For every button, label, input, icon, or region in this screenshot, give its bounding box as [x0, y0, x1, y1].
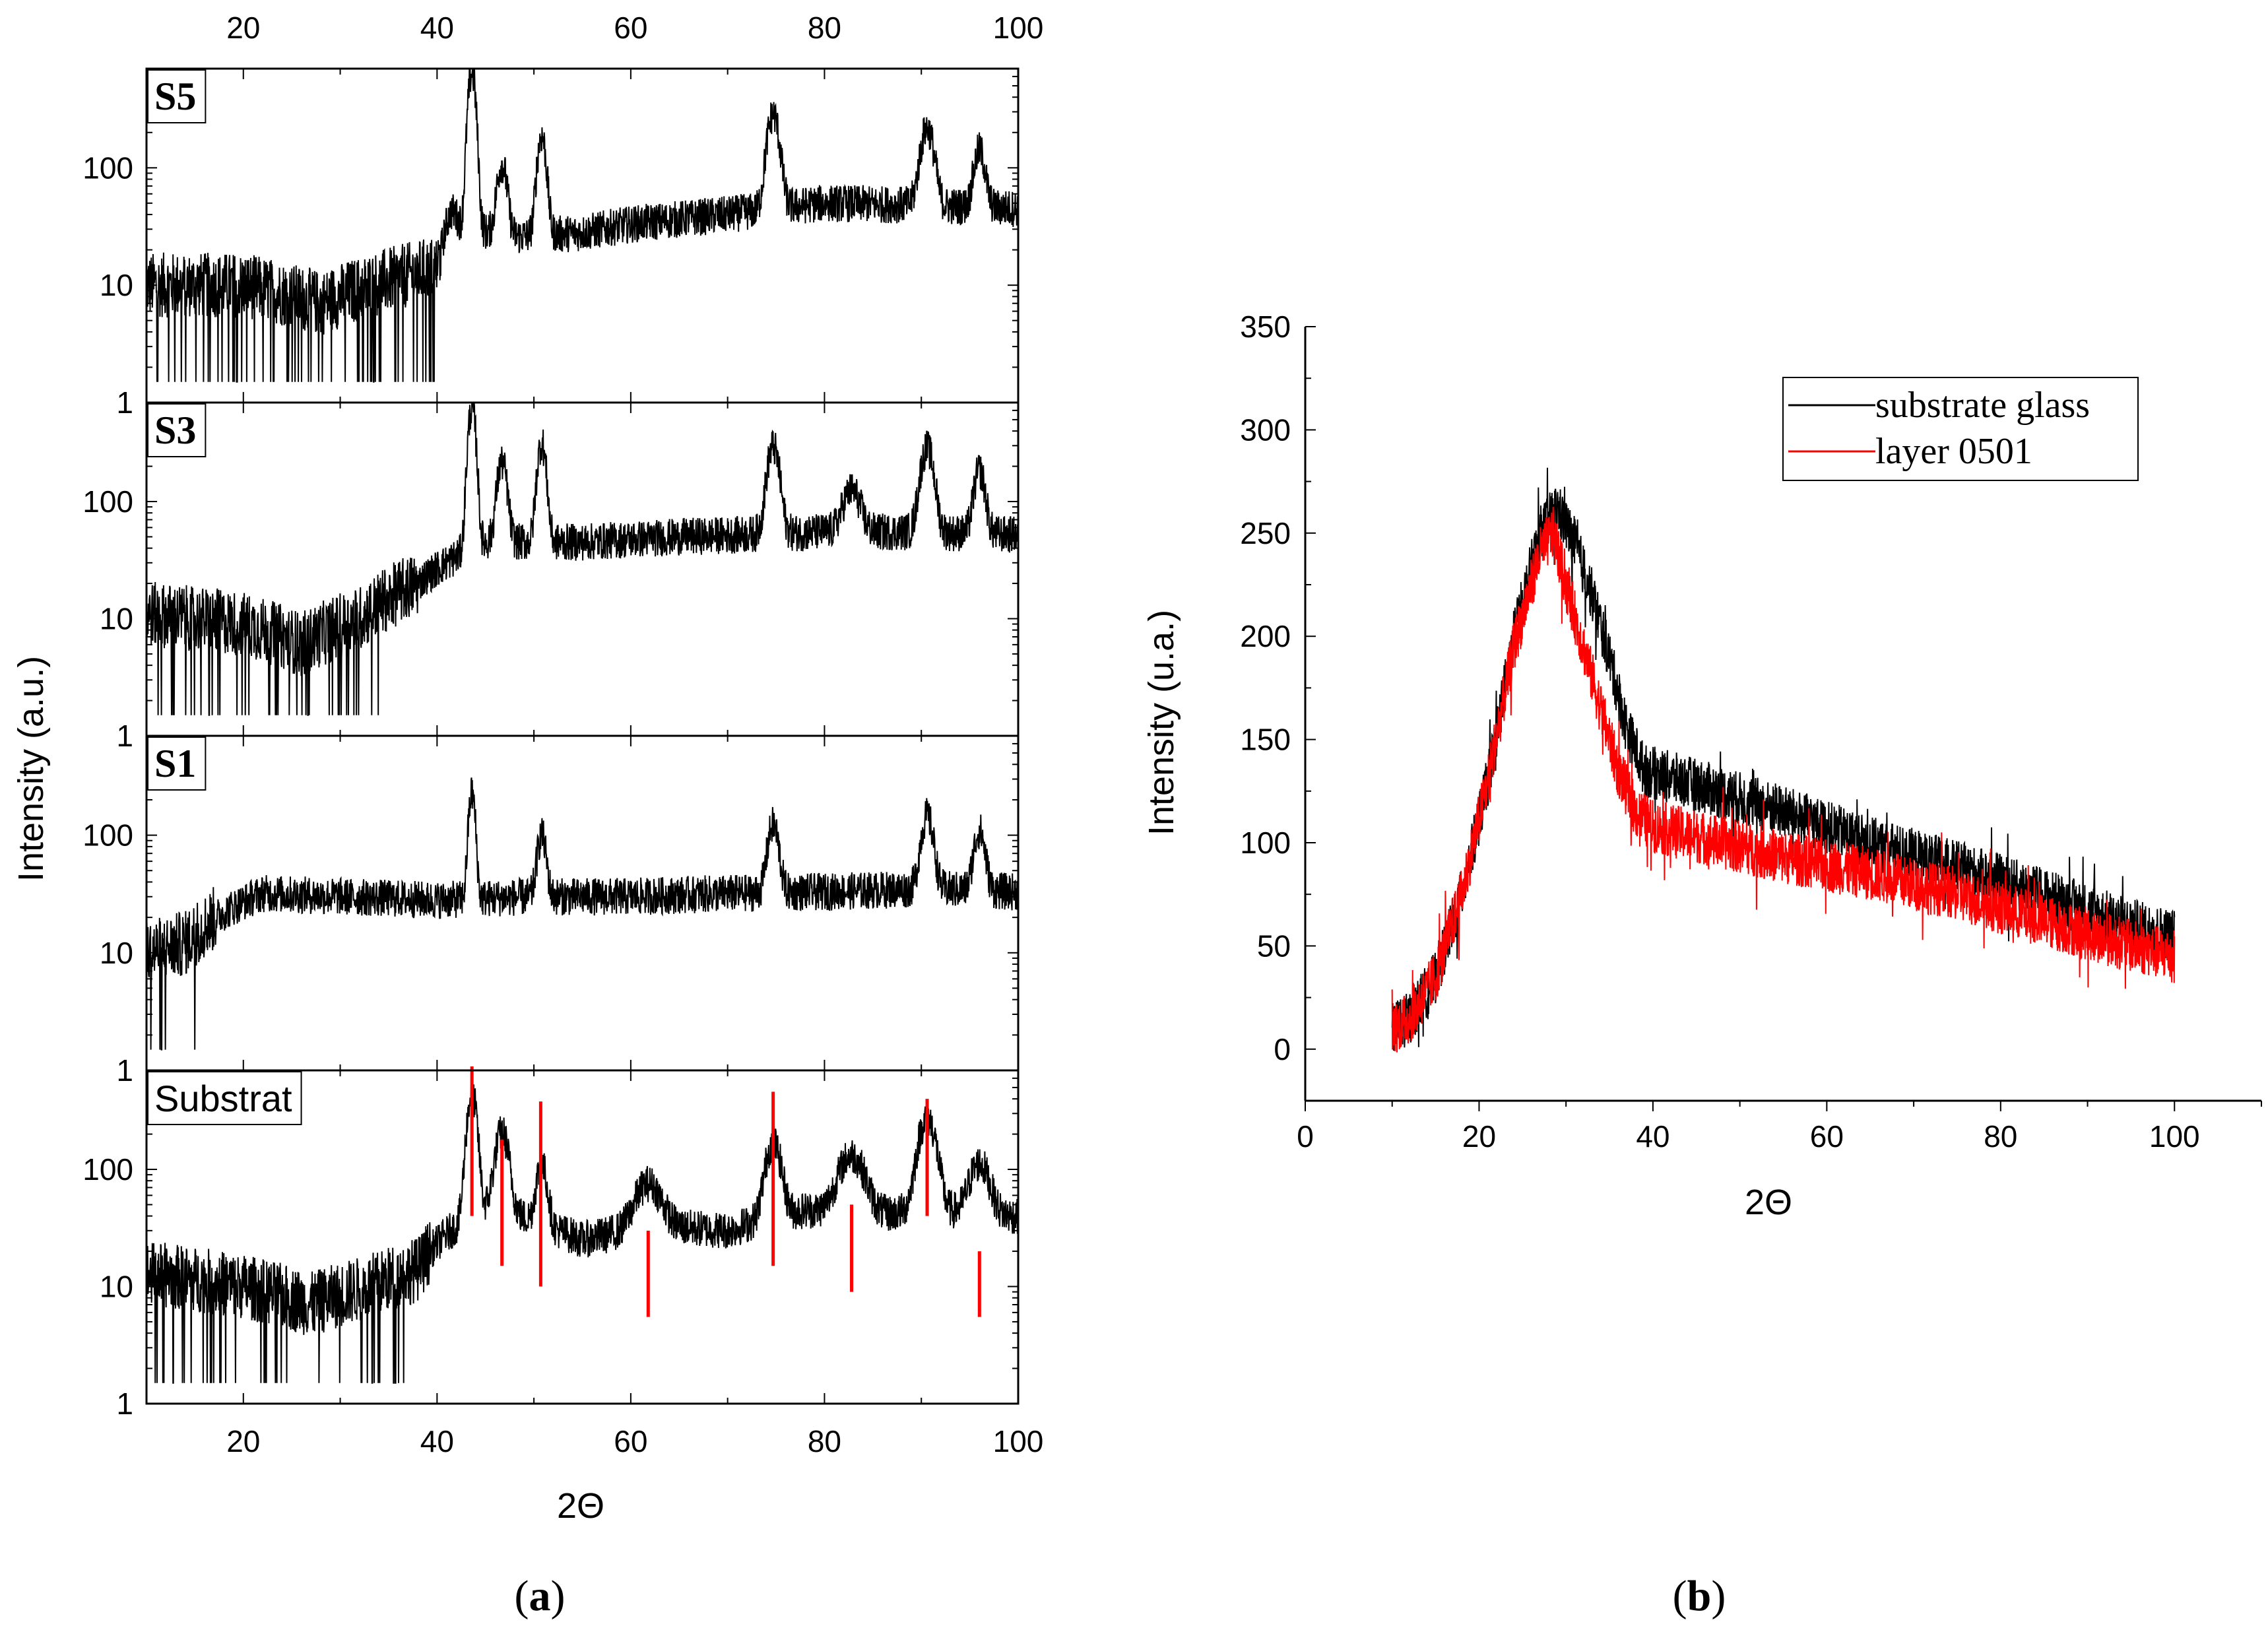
caption-a: (a)	[515, 1572, 566, 1620]
chart-b-ytick-label: 50	[1257, 929, 1291, 963]
chart-b-xtick-label: 60	[1810, 1119, 1844, 1154]
chart-b-xtick-label: 100	[2149, 1119, 2200, 1154]
chart-a-reference-lines	[470, 1066, 981, 1317]
chart-b-ytick-label: 0	[1274, 1032, 1291, 1066]
chart-a: 1 10 100 1 10 100 1 10 100 1 10 100 20 40 60 80 100 20 40 6…	[11, 11, 1043, 1620]
chart-b-ytick-label: 100	[1240, 826, 1291, 860]
chart-b-tick-labels: 0 50 100 150 200 250 300 350 0 20 40 60 80 100	[1240, 310, 2199, 1154]
chart-b-legend-label-0: substrate glass	[1875, 385, 2090, 426]
chart-b-ytick-label: 150	[1240, 723, 1291, 757]
chart-a-ytick-label: 100	[82, 150, 133, 185]
chart-a-tick-labels: 1 10 100 1 10 100 1 10 100 1 10 100 20 40 60 80 100 20 40 6…	[82, 11, 1043, 1458]
chart-a-ytick-label: 1	[116, 719, 133, 753]
chart-b-xtick-label: 40	[1636, 1119, 1669, 1154]
chart-b-axes	[1304, 326, 2262, 1111]
chart-b-xtick-label: 0	[1297, 1119, 1314, 1154]
chart-a-top-xtick-label: 80	[808, 11, 841, 45]
chart-a-xtick-label: 40	[420, 1424, 454, 1458]
chart-a-frames	[145, 67, 1020, 1405]
chart-a-panel-label-0: S5	[154, 75, 196, 118]
chart-a-ytick-label: 100	[82, 818, 133, 853]
chart-a-traces	[146, 68, 1019, 1384]
chart-a-ytick-label: 10	[100, 268, 133, 302]
chart-a-ytick-label: 100	[82, 484, 133, 519]
chart-b-ytick-label: 200	[1240, 619, 1291, 653]
chart-a-top-xtick-label: 100	[993, 11, 1044, 45]
chart-a-x-axis-title: 2Θ	[557, 1486, 604, 1526]
chart-a-series-3	[146, 1078, 1019, 1384]
chart-a-panel-label-3: Substrat	[154, 1078, 292, 1119]
chart-a-ytick-label: 100	[82, 1152, 133, 1187]
chart-b-ytick-label: 250	[1240, 516, 1291, 550]
chart-a-xtick-label: 20	[226, 1424, 260, 1458]
chart-b-xtick-label: 20	[1462, 1119, 1496, 1154]
chart-a-xtick-label: 60	[614, 1424, 647, 1458]
chart-a-panel-label-box-0	[147, 69, 207, 123]
chart-b-ytick-label: 350	[1240, 310, 1291, 344]
chart-a-panel-label-box-2	[147, 736, 207, 791]
chart-a-ytick-label: 10	[100, 1270, 133, 1304]
chart-a-xtick-label: 100	[993, 1424, 1044, 1458]
chart-a-series-2	[146, 777, 1019, 1051]
chart-a-panel-tags: S5 S3 S1 Substrat	[147, 69, 302, 1125]
chart-a-series-1	[146, 402, 1019, 716]
chart-a-ticks	[146, 68, 1019, 1404]
chart-b-legend-box	[1782, 377, 2139, 481]
chart-a-series-0	[146, 68, 1019, 383]
chart-a-ytick-label: 10	[100, 936, 133, 970]
caption-b: (b)	[1673, 1572, 1726, 1620]
chart-b: 0 50 100 150 200 250 300 350 0 20 40 60 80 100 substr…	[1142, 310, 2262, 1620]
chart-a-xtick-label: 80	[808, 1424, 841, 1458]
chart-b-x-axis-title: 2Θ	[1745, 1183, 1792, 1222]
chart-a-ytick-label: 1	[116, 1053, 133, 1088]
chart-b-traces	[1391, 467, 2176, 1053]
chart-b-xtick-label: 80	[1984, 1119, 2017, 1154]
chart-a-top-xtick-label: 60	[614, 11, 647, 45]
chart-b-y-axis-title: Intensity (u.a.)	[1142, 610, 1181, 835]
chart-b-legend-label-1: layer 0501	[1875, 431, 2032, 472]
chart-b-ytick-label: 300	[1240, 412, 1291, 447]
chart-a-panel-label-box-1	[147, 403, 207, 457]
chart-a-top-xtick-label: 20	[226, 11, 260, 45]
chart-a-y-axis-title: Intensity (a.u.)	[11, 656, 51, 882]
chart-a-panel-label-box-3	[147, 1071, 302, 1125]
chart-a-ytick-label: 1	[116, 1386, 133, 1421]
chart-a-ytick-label: 10	[100, 602, 133, 636]
chart-b-series-1	[1391, 507, 2176, 1053]
chart-a-panel-label-2: S1	[154, 742, 196, 785]
chart-b-legend: substrate glass layer 0501	[1782, 377, 2139, 481]
chart-a-top-xtick-label: 40	[420, 11, 454, 45]
chart-a-panel-label-1: S3	[154, 408, 196, 452]
chart-a-panel-frame-3	[145, 1069, 1020, 1405]
chart-a-ytick-label: 1	[116, 385, 133, 420]
